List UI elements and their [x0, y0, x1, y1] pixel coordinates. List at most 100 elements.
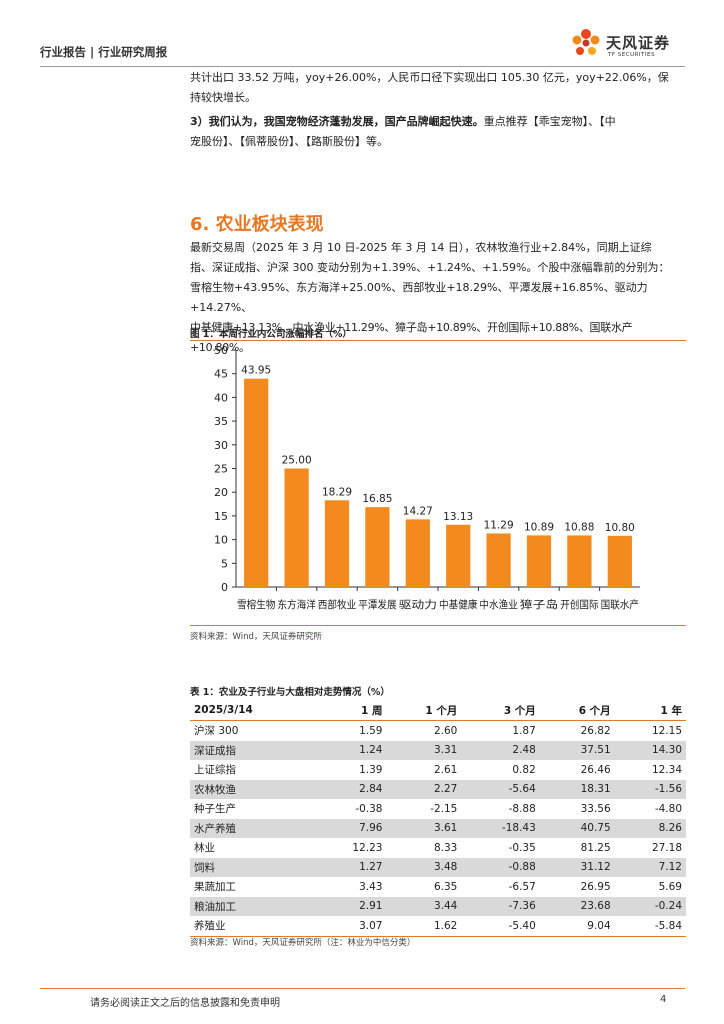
table-cell: 37.51	[539, 740, 615, 760]
table-cell: 3.48	[386, 857, 462, 877]
table-cell: 26.46	[580, 763, 611, 776]
y-tick-label: 0	[221, 581, 228, 594]
table-cell: 31.12	[539, 857, 615, 877]
table-cell: 2.84	[315, 779, 387, 799]
category-label: 国联水产	[601, 598, 639, 611]
bar	[567, 535, 592, 587]
company-logo: 天风证券 TF SECURITIES	[568, 26, 688, 62]
table-cell: 5.69	[658, 880, 682, 893]
table-cell: 12.34	[651, 763, 682, 776]
table-header-cell: 1 周	[315, 700, 387, 721]
table-cell: -5.84	[614, 916, 686, 937]
table-row: 饲料 1.27 3.48 -0.88 31.12 7.12	[190, 857, 686, 877]
category-label: 中水渔业	[479, 598, 517, 611]
category-label: 开创国际	[560, 598, 598, 611]
table-row: 粮油加工 2.91 3.44 -7.36 23.68 -0.24	[190, 896, 686, 916]
table-cell: 1.59	[359, 724, 383, 737]
table-cell: -18.43	[461, 818, 540, 838]
figure-bottom-rule	[190, 625, 686, 626]
table-cell: 18.31	[539, 779, 615, 799]
table-row: 果蔬加工 3.43 6.35 -6.57 26.95 5.69	[190, 877, 686, 897]
table-cell: -4.80	[654, 802, 682, 815]
table-cell: 1.39	[359, 763, 383, 776]
row-label: 水产养殖	[190, 818, 316, 838]
table-row: 种子生产 -0.38 -2.15 -8.88 33.56 -4.80	[190, 799, 686, 819]
table-cell: 40.75	[539, 818, 615, 838]
bar	[284, 468, 309, 587]
table-cell: 8.26	[614, 818, 686, 838]
header-divider	[40, 66, 685, 67]
section-title: 6. 农业板块表现	[190, 214, 324, 235]
table-cell: 3.61	[386, 818, 462, 838]
table-title: 表 1：农业及子行业与大盘相对走势情况（%）	[190, 687, 390, 698]
category-label: 驱动力	[399, 598, 437, 611]
table-header-cell: 3 个月	[461, 700, 540, 721]
logo-text-en: TF SECURITIES	[608, 52, 655, 58]
table-cell: -0.38	[355, 802, 383, 815]
table-cell: 7.12	[614, 857, 686, 877]
table-header-cell: 1 个月	[386, 700, 462, 721]
bar-value-label: 43.95	[241, 365, 271, 377]
intro-line-1: 共计出口 33.52 万吨，yoy+26.00%，人民币口径下实现出口 105.…	[190, 71, 669, 84]
table-cell: 2.61	[433, 763, 458, 776]
bar-value-label: 10.89	[524, 521, 554, 533]
table-cell: 14.30	[614, 740, 686, 760]
table-cell: -0.35	[508, 841, 536, 854]
table-cell: -7.36	[461, 896, 540, 916]
y-tick-label: 20	[214, 486, 228, 499]
table-row: 农林牧渔 2.84 2.27 -5.64 18.31 -1.56	[190, 779, 686, 799]
table-cell: 7.96	[315, 818, 387, 838]
table-row: 上证综指 1.39 2.61 0.82 26.46 12.34	[190, 760, 686, 780]
row-label: 种子生产	[194, 803, 236, 816]
bar-value-label: 10.80	[605, 522, 635, 534]
table-cell: 9.04	[539, 916, 615, 937]
bar	[446, 524, 471, 587]
category-label: 獐子岛	[520, 598, 558, 611]
table-cell: 3.43	[359, 880, 383, 893]
table-cell: 23.68	[539, 896, 615, 916]
point-3-rest: 重点推荐【乖宝宠物】、【中	[483, 115, 616, 128]
point-3-line-2: 宠股份】、【佩蒂股份】、【路斯股份】等。	[190, 135, 388, 148]
y-tick-label: 35	[214, 415, 228, 428]
category-label: 西部牧业	[318, 598, 356, 611]
table-cell: 1.87	[512, 724, 536, 737]
point-3-paragraph: 3）我们认为，我国宠物经济蓬勃发展，国产品牌崛起快速。重点推荐【乖宝宠物】、【中…	[190, 112, 686, 152]
bar-value-label: 18.29	[322, 486, 352, 498]
intro-paragraph: 共计出口 33.52 万吨，yoy+26.00%，人民币口径下实现出口 105.…	[190, 68, 686, 108]
table-cell: -2.15	[430, 802, 458, 815]
table-row: 养殖业 3.07 1.62 -5.40 9.04 -5.84	[190, 916, 686, 937]
bar-value-label: 16.85	[362, 493, 392, 505]
table-cell: -8.88	[508, 802, 536, 815]
logo-text-cn: 天风证券	[606, 34, 671, 52]
figure-title: 图 1：本周行业内公司涨幅排名（%）	[190, 329, 352, 340]
row-label: 深证成指	[190, 740, 316, 760]
bar	[486, 533, 511, 587]
table-cell: 27.18	[651, 841, 682, 854]
table-cell: -1.56	[614, 779, 686, 799]
y-tick-label: 45	[214, 368, 228, 381]
y-tick-label: 10	[214, 534, 228, 547]
category-label: 雪榕生物	[237, 598, 275, 611]
table-cell: 2.48	[461, 740, 540, 760]
table-cell: 33.56	[580, 802, 611, 815]
intro-line-2: 持较快增长。	[190, 91, 256, 104]
table-cell: 81.25	[580, 841, 611, 854]
bar	[365, 507, 390, 587]
bar	[405, 519, 430, 587]
header-title: 行业报告 | 行业研究周报	[40, 45, 168, 59]
table-row: 水产养殖 7.96 3.61 -18.43 40.75 8.26	[190, 818, 686, 838]
row-label: 上证综指	[194, 764, 236, 777]
row-label: 果蔬加工	[194, 881, 236, 894]
table-cell: 1.62	[386, 916, 462, 937]
table-cell: 12.23	[352, 841, 383, 854]
row-label: 饲料	[190, 857, 316, 877]
table-row: 沪深 300 1.59 2.60 1.87 26.82 12.15	[190, 721, 686, 741]
bar-chart: 0 5 10 15 20 25 30 35 40 45 50 43.95 雪榕生物 25.00 东方海洋 18…	[214, 344, 640, 611]
table-cell: -0.24	[614, 896, 686, 916]
table-cell: -5.64	[461, 779, 540, 799]
footer-disclaimer: 请务必阅读正文之后的信息披露和免责申明	[90, 998, 280, 1009]
y-tick-label: 25	[214, 463, 228, 476]
table-header-cell: 1 年	[614, 700, 686, 721]
y-tick-label: 40	[214, 391, 228, 404]
table-cell: -5.40	[461, 916, 540, 937]
